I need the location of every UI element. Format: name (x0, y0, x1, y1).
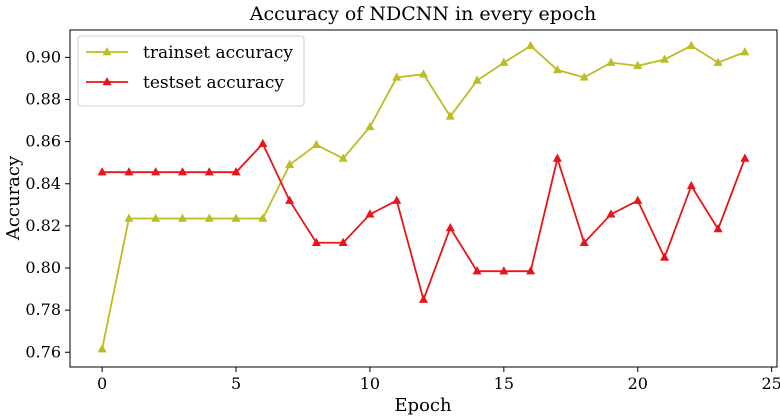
data-point-0 (686, 40, 696, 50)
data-point-1 (231, 167, 241, 176)
data-point-1 (472, 266, 482, 275)
series-layer (97, 40, 750, 353)
data-point-1 (686, 180, 696, 190)
y-tick-label: 0.86 (25, 132, 61, 151)
data-point-0 (204, 213, 214, 222)
data-point-1 (740, 153, 750, 162)
y-tick-label: 0.90 (25, 47, 61, 66)
y-tick-label: 0.78 (25, 300, 61, 319)
x-tick-label: 25 (761, 374, 780, 393)
data-point-0 (392, 72, 402, 81)
data-point-0 (606, 57, 616, 66)
data-point-0 (445, 111, 455, 120)
data-point-1 (285, 195, 295, 204)
data-point-1 (124, 167, 134, 176)
data-point-0 (231, 213, 241, 222)
data-point-0 (660, 54, 670, 63)
data-point-0 (365, 121, 375, 131)
data-point-0 (258, 213, 268, 222)
y-tick-label: 0.84 (25, 174, 61, 193)
data-point-1 (660, 252, 670, 261)
data-point-0 (177, 213, 187, 222)
data-point-1 (258, 138, 268, 147)
data-point-1 (526, 266, 536, 275)
data-point-1 (97, 167, 107, 176)
legend-frame (77, 35, 305, 107)
x-tick-label: 20 (628, 374, 648, 393)
data-point-0 (526, 40, 536, 50)
x-tick-label: 0 (97, 374, 107, 393)
data-point-1 (499, 266, 509, 275)
data-point-0 (311, 139, 321, 149)
y-axis-label: Accuracy (3, 155, 24, 241)
data-point-1 (419, 294, 428, 303)
data-point-0 (97, 344, 107, 353)
x-tick-label: 5 (231, 374, 241, 393)
legend-swatch-marker (102, 77, 112, 86)
y-tick-label: 0.76 (25, 342, 61, 361)
x-tick-label: 15 (494, 374, 514, 393)
data-point-1 (204, 167, 214, 176)
data-point-0 (419, 69, 428, 78)
data-point-1 (392, 195, 402, 204)
data-point-0 (472, 75, 482, 84)
data-point-1 (633, 195, 643, 204)
data-point-1 (579, 237, 589, 246)
legend-label: testset accuracy (143, 73, 284, 93)
data-point-1 (445, 222, 455, 232)
data-point-0 (579, 72, 589, 81)
legend: trainset accuracy testset accuracy (77, 35, 305, 107)
legend-label: trainset accuracy (143, 43, 293, 63)
data-point-1 (552, 153, 562, 162)
data-point-1 (365, 209, 375, 218)
y-tick-label: 0.80 (25, 258, 61, 277)
data-point-0 (499, 57, 509, 66)
data-point-1 (713, 224, 723, 233)
x-tick-label: 10 (360, 374, 380, 393)
data-point-0 (338, 153, 348, 162)
data-point-0 (633, 60, 643, 70)
y-tick-label: 0.88 (25, 90, 61, 109)
axis-ticks: 0 5 10 15 20 25 0.76 0.78 0.80 0.82 0.84 0.86 0.88 0.… (25, 47, 780, 393)
data-point-1 (311, 237, 321, 246)
x-axis-label: Epoch (394, 395, 452, 416)
legend-swatch-marker (102, 47, 112, 56)
y-tick-label: 0.82 (25, 216, 61, 235)
data-point-1 (177, 167, 187, 176)
data-point-1 (338, 237, 348, 246)
data-point-0 (124, 213, 134, 222)
data-point-0 (713, 57, 723, 66)
data-point-0 (151, 213, 161, 222)
data-point-0 (740, 47, 750, 56)
data-point-1 (606, 209, 616, 218)
chart-title: Accuracy of NDCNN in every epoch (249, 3, 596, 25)
data-point-1 (151, 167, 161, 176)
data-point-0 (552, 65, 562, 74)
data-point-0 (285, 159, 295, 169)
